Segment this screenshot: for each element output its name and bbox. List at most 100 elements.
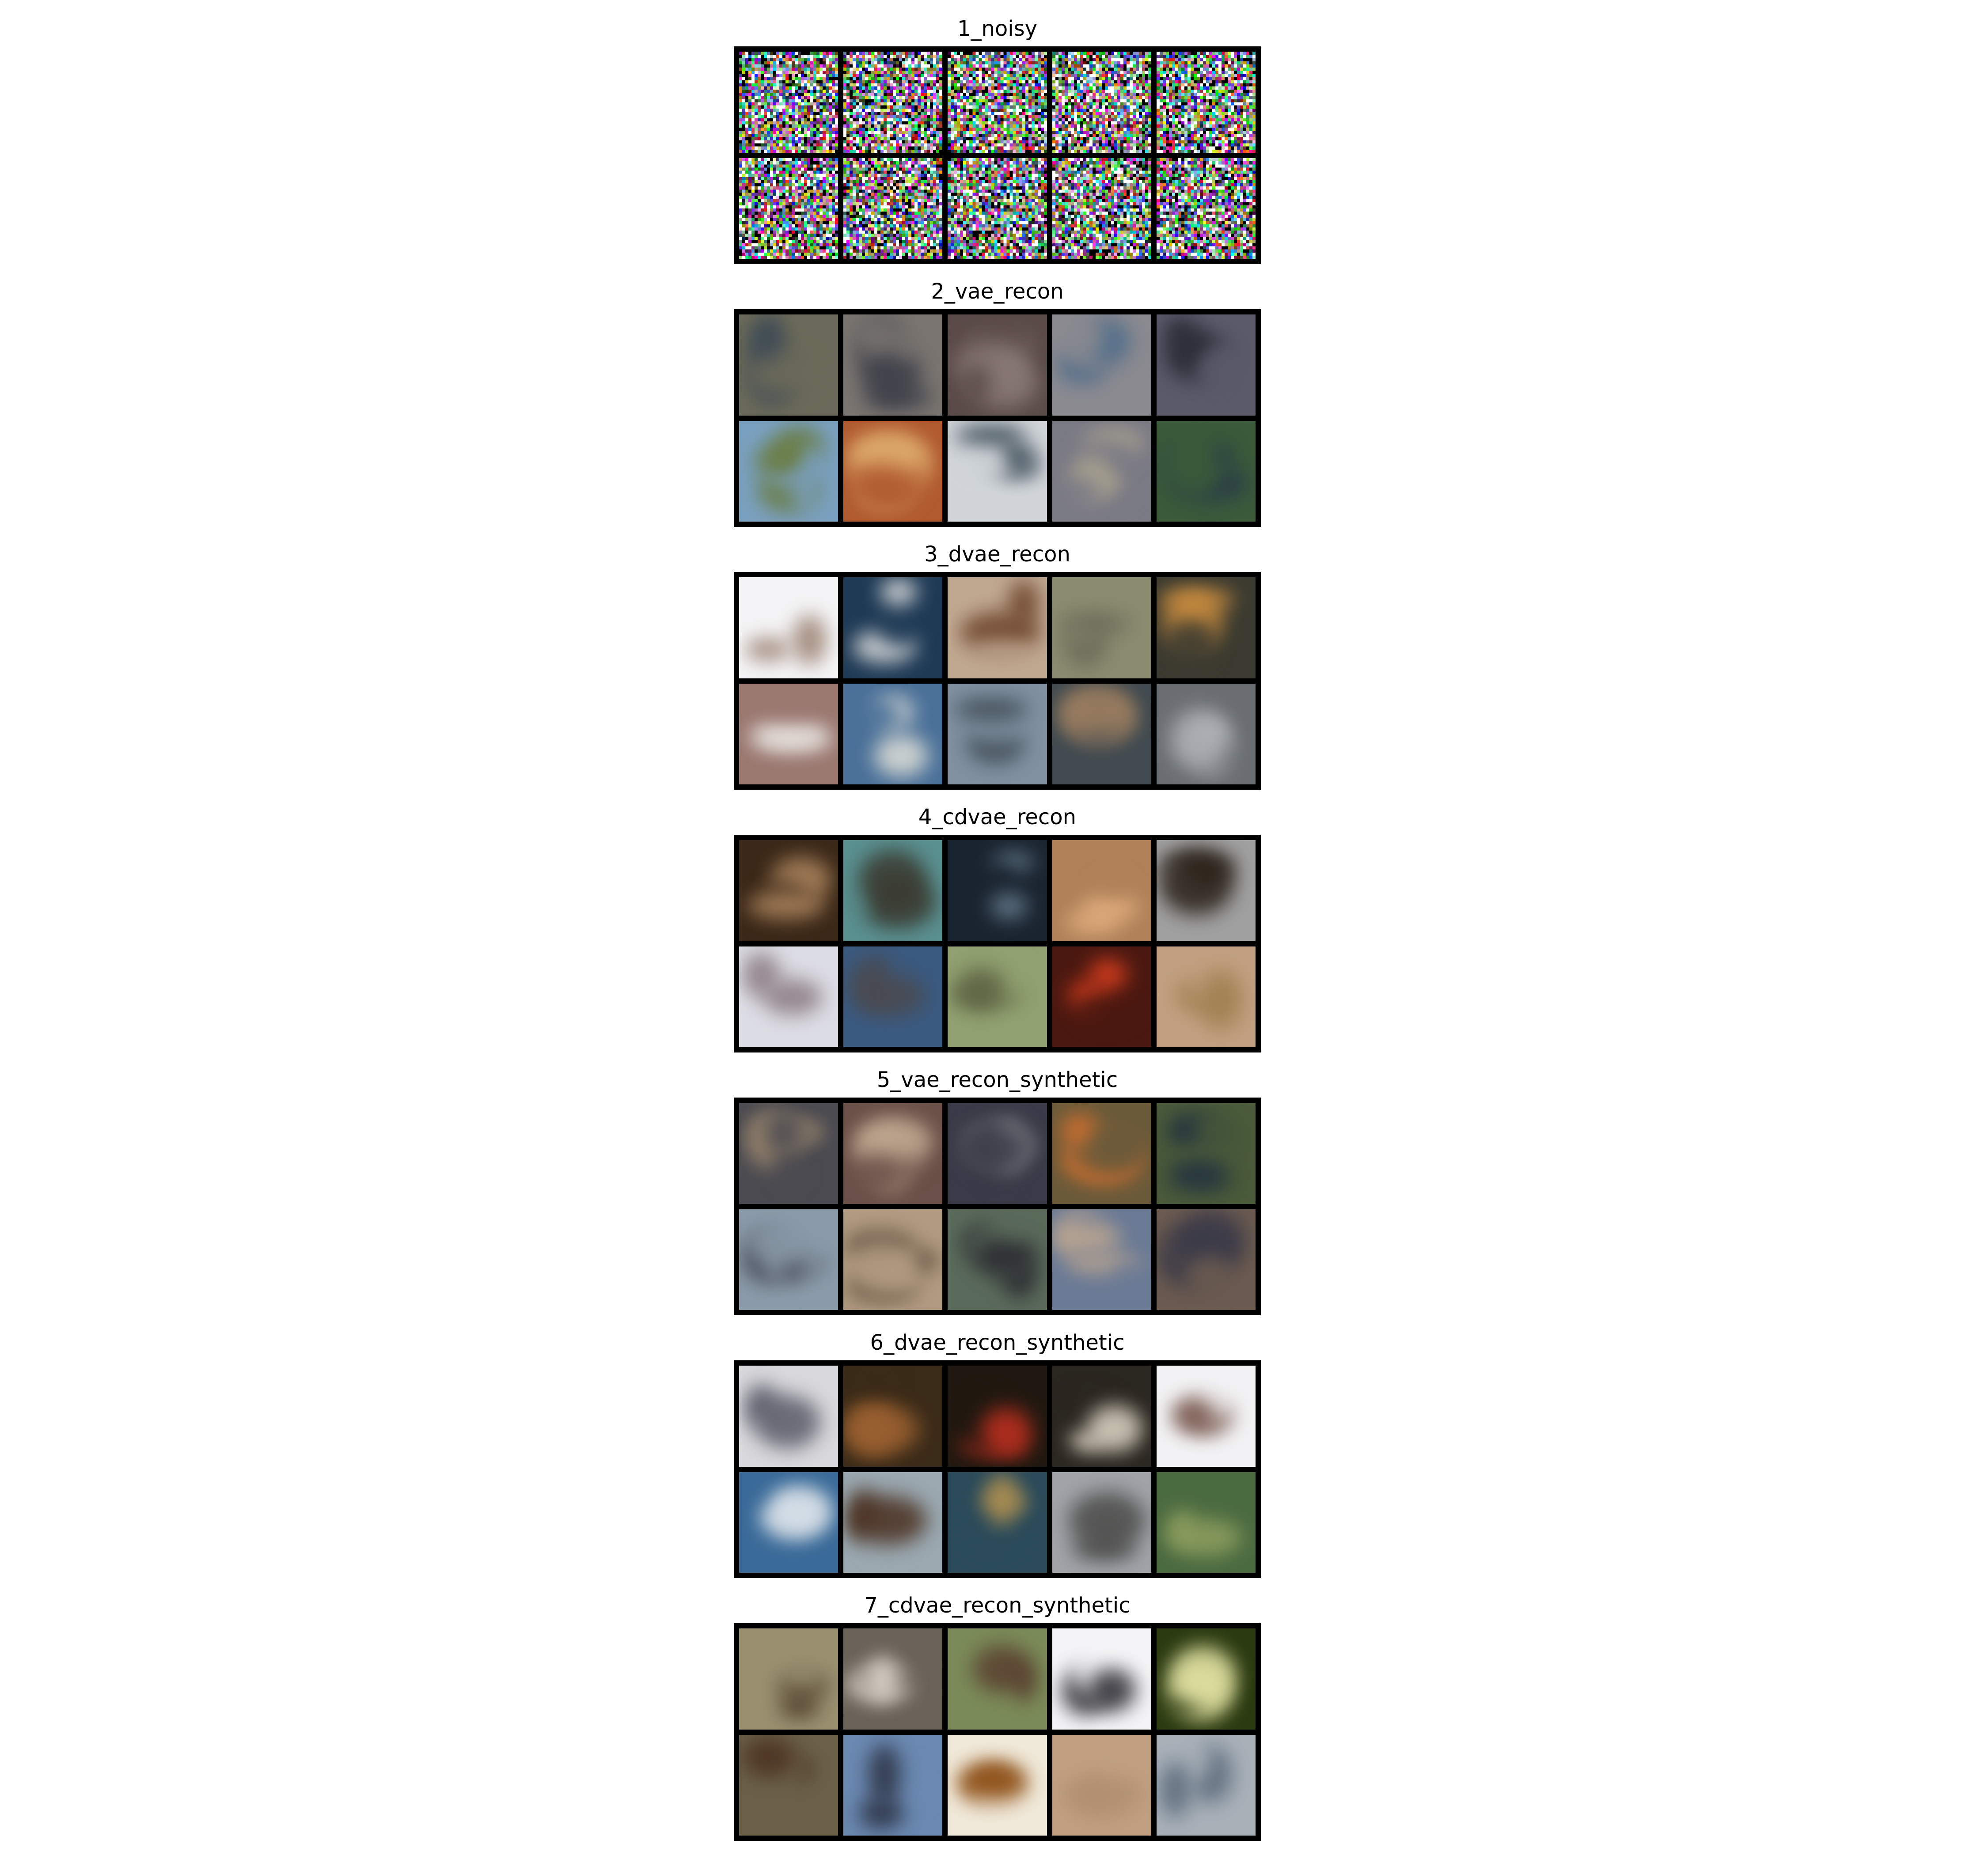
blur-region [754,445,801,475]
image-tile [1156,1103,1256,1204]
blur-region [1052,1223,1121,1252]
blur-region [961,363,990,405]
image-tile [739,420,838,522]
image-tile [1052,577,1151,678]
blur-region [865,1656,899,1701]
blur-region [1052,476,1103,509]
image-tile [1156,1209,1256,1310]
image-tile [739,1209,838,1310]
image-tile [1052,314,1151,416]
image-grid [734,1098,1261,1315]
image-tile [739,1734,838,1836]
blur-region [1064,910,1121,934]
blur-region [1168,1160,1230,1192]
blur-region [1200,970,1242,1030]
blur-region [1087,1404,1143,1453]
blur-region [754,1395,821,1449]
image-tile [1052,1366,1151,1467]
noise-image [843,52,943,153]
blur-region [793,614,827,666]
image-tile [948,1209,1047,1310]
image-tile [948,1472,1047,1573]
blur-region [853,975,926,1017]
image-tile [739,1103,838,1204]
image-tile [843,1472,943,1573]
image-grid [734,46,1261,264]
image-tile [739,840,838,941]
blur-region [764,1109,802,1156]
blur-region [858,849,927,911]
image-tile [843,840,943,941]
image-tile [843,314,943,416]
blur-region [850,465,913,504]
noise-image [843,158,943,259]
image-grid-panel: 6_dvae_recon_synthetic [734,1329,1261,1578]
image-tile [948,840,1047,941]
blur-region [847,1154,904,1195]
blur-region [762,978,823,1016]
image-tile [843,1209,943,1310]
image-tile [1052,683,1151,784]
blur-region [1160,429,1215,487]
image-tile [739,946,838,1047]
panel-title: 4_cdvae_recon [918,805,1077,829]
image-grid [734,835,1261,1052]
image-tile [948,1734,1047,1836]
panel-title: 1_noisy [957,16,1038,41]
image-tile [1156,52,1256,153]
blur-region [742,1737,796,1778]
image-tile [948,1103,1047,1204]
blur-region [985,1473,1019,1526]
image-tile [843,946,943,1047]
blur-region [1170,1646,1236,1705]
blur-region [846,1405,920,1454]
image-tile [948,1366,1047,1467]
blur-region [773,1149,806,1191]
image-tile [1156,1472,1256,1573]
image-tile [739,314,838,416]
image-tile [1052,420,1151,522]
noise-image [1156,52,1256,153]
image-tile [1052,52,1151,153]
blur-region [956,968,1005,1011]
blur-region [1069,1492,1146,1549]
blur-region [1089,1669,1136,1711]
noise-image [739,158,838,259]
blur-region [766,694,819,727]
blur-region [754,727,832,751]
blur-region [874,734,929,777]
blur-region [1092,874,1134,896]
blur-region [1194,1113,1235,1145]
image-tile [843,420,943,522]
image-grid-panel: 3_dvae_recon [734,541,1261,790]
blur-region [779,1695,819,1719]
blur-region [1159,1762,1191,1817]
image-tile [948,946,1047,1047]
blur-region [1059,613,1132,634]
blur-region [973,1645,1031,1692]
image-grid-panel: 4_cdvae_recon [734,804,1261,1052]
blur-region [1198,349,1225,392]
image-tile [739,1366,838,1467]
blur-region [970,641,1037,662]
image-tile [1156,420,1256,522]
blur-region [850,317,898,354]
image-tile [1052,158,1151,259]
panel-title: 3_dvae_recon [924,542,1070,567]
image-tile [1156,158,1256,259]
blur-region [954,1124,1025,1174]
image-tile [948,52,1047,153]
blur-region [1167,1519,1242,1557]
blur-region [974,1236,1037,1278]
blur-region [850,698,902,734]
image-grid-panel: 7_cdvae_recon_synthetic [734,1592,1261,1841]
image-grid [734,1360,1261,1578]
blur-region [1058,685,1134,736]
blur-region [1159,853,1234,916]
blur-region [1170,709,1228,770]
panel-title: 5_vae_recon_synthetic [876,1068,1118,1092]
image-tile [948,577,1047,678]
blur-region [1158,589,1235,610]
image-tile [843,52,943,153]
blur-region [1089,958,1127,990]
